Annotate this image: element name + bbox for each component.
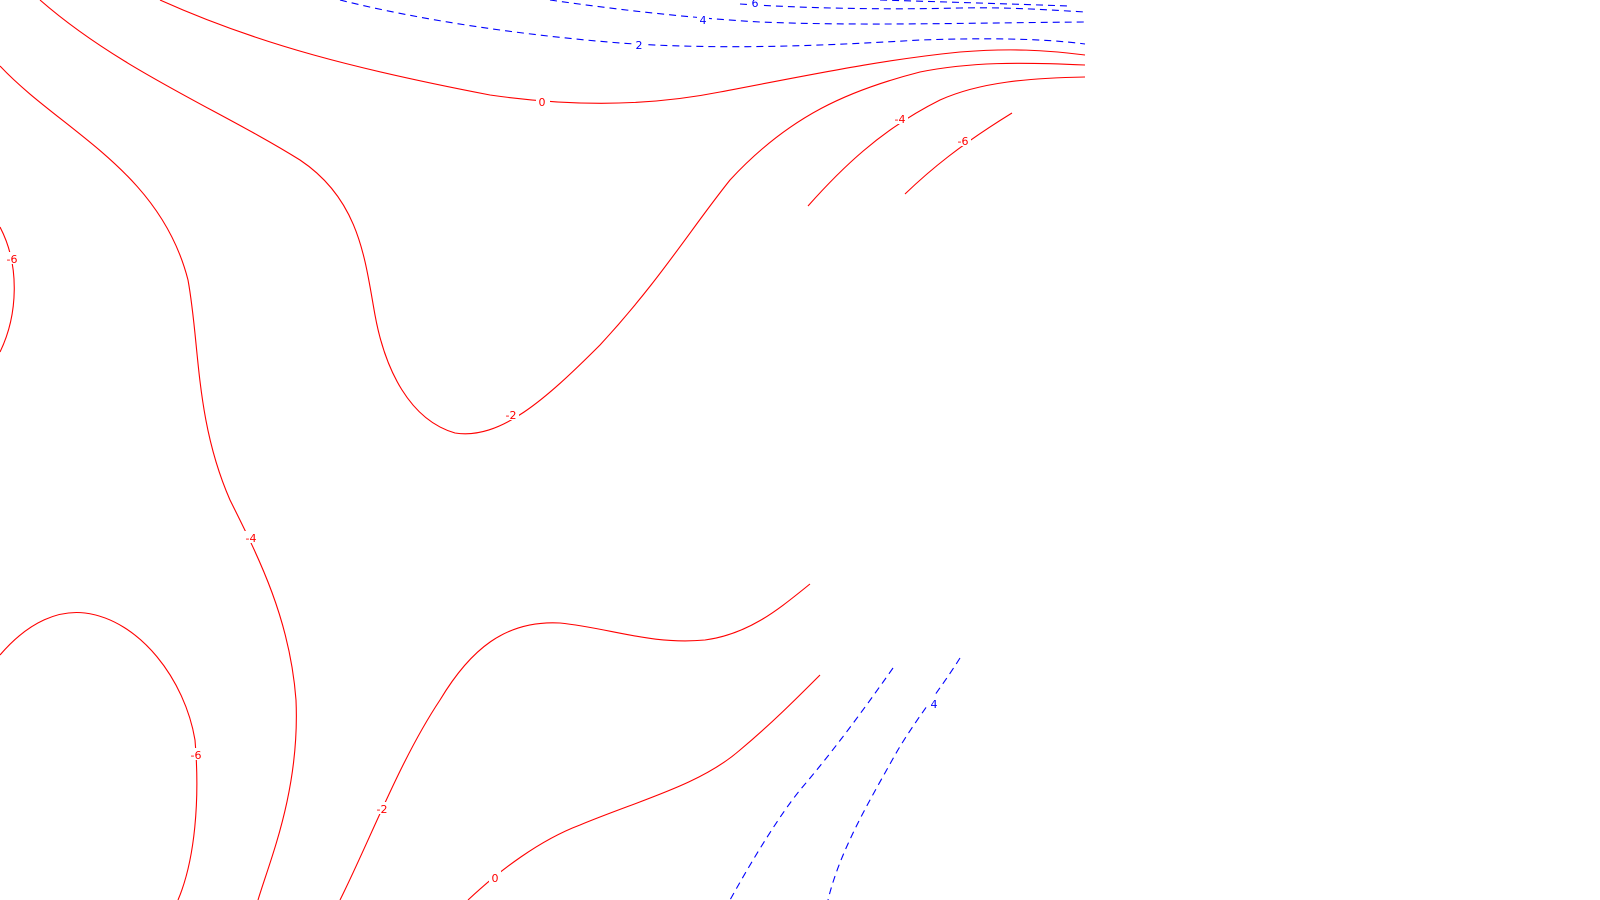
contour-line-neg-0-lower — [467, 674, 821, 900]
contour-label-pos-6-top: 6 — [752, 0, 759, 10]
contour-line-pos-2-top — [339, 0, 1086, 48]
contour-label-neg-6-left: -6 — [7, 253, 18, 266]
contour-line-pos-4-top — [549, 0, 1086, 25]
contour-line-neg-2-lower — [339, 583, 811, 900]
contour-label-neg-2-upper: -2 — [506, 409, 517, 422]
contour-label-neg-6-upper-right: -6 — [958, 135, 969, 148]
contour-label-pos-4-lower: 4 — [931, 698, 938, 711]
contour-line-neg-6-upper-right — [904, 112, 1013, 195]
contour-label-neg-6-lower-left: -6 — [191, 749, 202, 762]
contour-line-neg-4-left — [0, 65, 297, 900]
contour-line-pos-6-top — [739, 3, 1086, 13]
contour-line-neg-6-left — [0, 226, 15, 353]
contour-label-neg-0-lower: 0 — [492, 872, 499, 885]
contour-line-pos-4-lower-a — [729, 667, 894, 900]
contour-label-pos-2-top: 2 — [636, 39, 643, 52]
contour-line-neg-6-lower-left — [0, 611, 198, 900]
contour-label-neg-2-lower: -2 — [377, 803, 388, 816]
contour-line-neg-2-upper — [39, 0, 1086, 435]
contour-line-pos-6-top-inner — [879, 0, 1071, 7]
contour-line-neg-4-upper-right — [807, 76, 1086, 207]
contour-line-neg-0-top — [159, 0, 1086, 104]
contour-label-neg-4-left: -4 — [246, 532, 257, 545]
contour-line-pos-4-lower-b — [827, 657, 961, 900]
contour-label-pos-4-top: 4 — [700, 14, 707, 27]
contour-label-neg-4-upper-right: -4 — [895, 113, 906, 126]
contour-label-neg-0-top: 0 — [539, 96, 546, 109]
